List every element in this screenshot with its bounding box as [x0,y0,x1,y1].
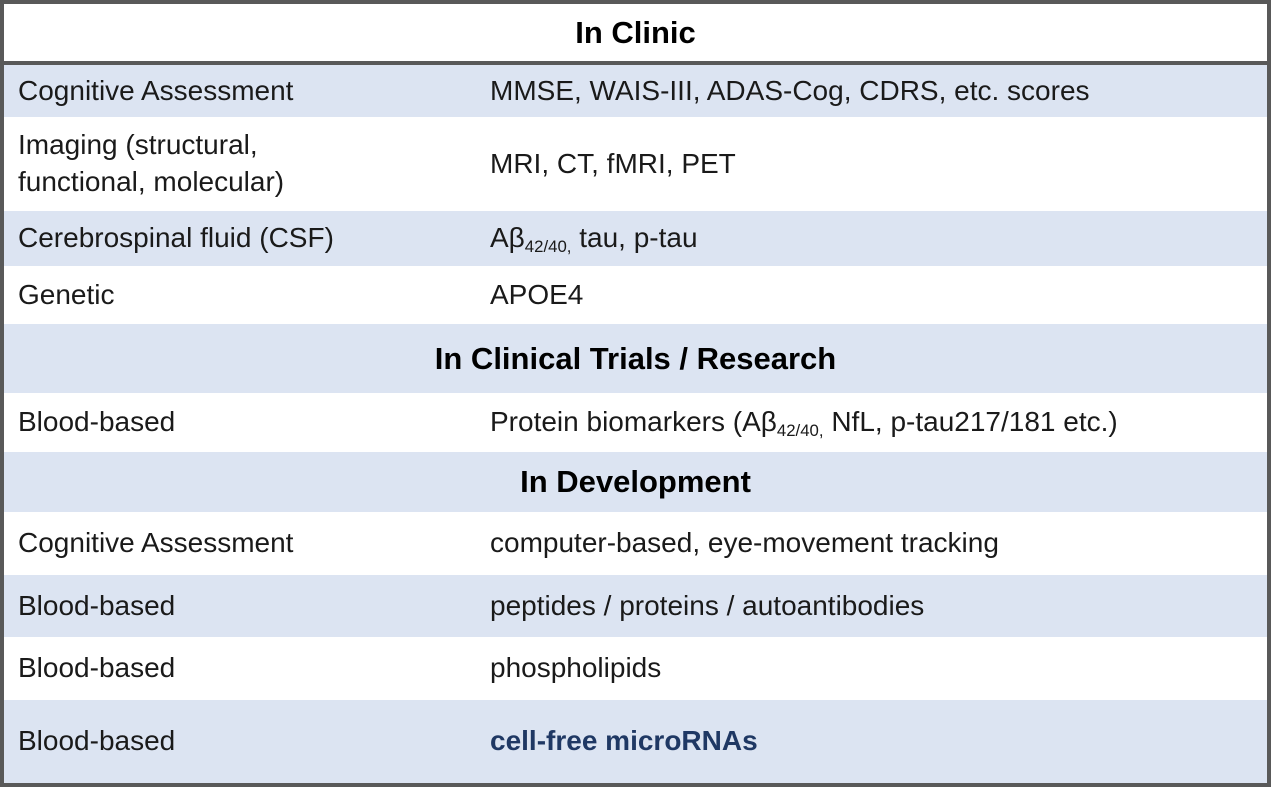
section-header-in-clinic: In Clinic [4,4,1267,65]
value-subscript: 42/40, [524,236,572,256]
category-cell: Cerebrospinal fluid (CSF) [18,222,334,254]
value-cell: phospholipids [490,652,662,684]
value-cell: Protein biomarkers (Aβ42/40, NfL, p-tau2… [490,404,1267,441]
category-cell: Genetic [18,278,115,310]
category-cell: Imaging (structural, functional, molecula… [4,127,490,201]
category-cell: Cognitive Assessment [18,74,294,106]
category-cell: Blood-based [18,652,176,684]
value-cell: computer-based, eye-movement tracking [490,527,999,559]
table-row: Blood-based cell-free microRNAs [4,700,1267,783]
category-cell: Blood-based [18,589,176,621]
section-title: In Development [520,464,751,499]
value-cell: APOE4 [490,278,584,310]
section-header-in-development: In Development [4,452,1267,512]
value-cell: MMSE, WAIS-III, ADAS-Cog, CDRS, etc. sco… [490,74,1090,106]
table-row: Cognitive Assessment computer-based, eye… [4,512,1267,575]
table-row: Imaging (structural, functional, molecula… [4,117,1267,211]
highlight-value-cell: cell-free microRNAs [490,725,758,757]
value-suffix: NfL, p-tau217/181 etc.) [823,406,1118,438]
category-cell: Blood-based [18,725,176,757]
category-cell: Cognitive Assessment [18,527,294,559]
value-cell: peptides / proteins / autoantibodies [490,589,925,621]
category-line-1: Imaging (structural, [18,129,258,161]
value-cell: Aβ42/40, tau, p-tau [490,220,1267,257]
value-cell: MRI, CT, fMRI, PET [490,147,736,179]
table-row: Blood-based Protein biomarkers (Aβ42/40,… [4,393,1267,452]
section-title: In Clinical Trials / Research [434,340,837,376]
category-line-2: functional, molecular) [18,166,285,197]
value-subscript: 42/40, [776,420,824,440]
value-prefix: Protein biomarkers (Aβ [490,406,777,438]
table-row: Cerebrospinal fluid (CSF) Aβ42/40, tau, … [4,211,1267,266]
category-cell: Blood-based [18,406,176,438]
table-row: Cognitive Assessment MMSE, WAIS-III, ADA… [4,65,1267,117]
table-row: Blood-based peptides / proteins / autoan… [4,575,1267,637]
table-row: Genetic APOE4 [4,266,1267,324]
value-suffix: tau, p-tau [571,222,698,254]
value-prefix: Aβ [490,222,525,254]
table-row: Blood-based phospholipids [4,637,1267,700]
section-header-clinical-trials: In Clinical Trials / Research [4,324,1267,393]
table-title: In Clinic [575,14,696,50]
